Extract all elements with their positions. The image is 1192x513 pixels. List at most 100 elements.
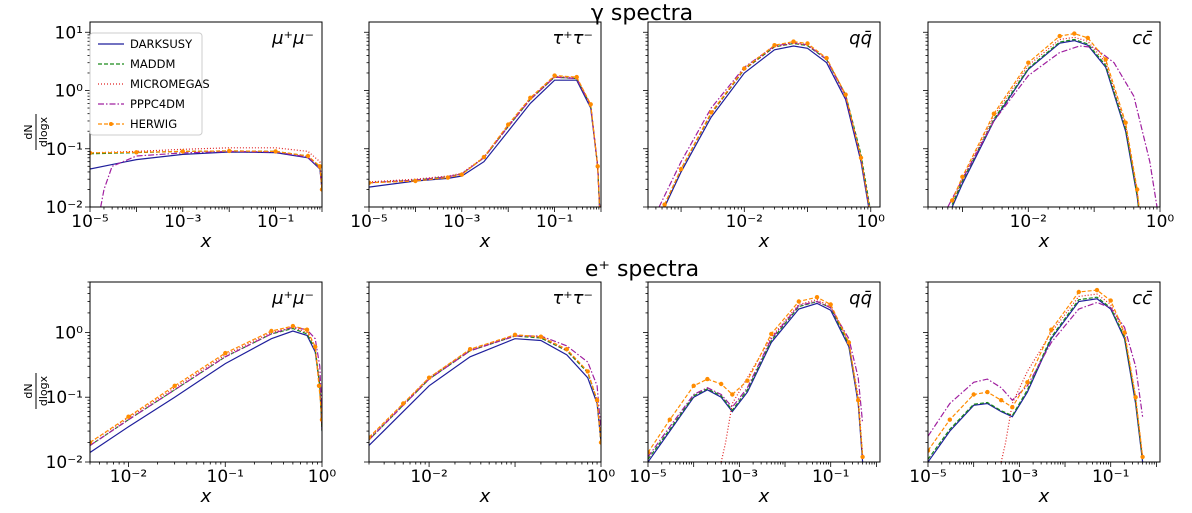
marker-herwig [705, 376, 710, 382]
x-tick-label: 10⁻⁵ [909, 467, 946, 487]
marker-herwig [960, 174, 965, 179]
marker-herwig [223, 350, 228, 356]
series-herwig [928, 289, 1144, 457]
panel-r2c4-series [928, 287, 1145, 462]
series-micromegas [720, 299, 864, 462]
marker-herwig [445, 175, 450, 180]
marker-herwig [662, 202, 667, 207]
series-pppc4dm [100, 150, 322, 207]
marker-herwig [172, 383, 177, 388]
marker-herwig [971, 392, 976, 397]
marker-herwig [1072, 31, 1077, 36]
marker-herwig [1076, 289, 1082, 295]
marker-herwig [667, 417, 672, 422]
row1-ylabel-numerator: dN [22, 124, 35, 139]
marker-herwig [538, 334, 544, 339]
panel-r2c2-frame [368, 281, 602, 463]
marker-herwig [269, 328, 274, 334]
panel-r1c4-channel-label: cc̄ [1132, 28, 1152, 49]
marker-herwig [180, 149, 185, 154]
marker-herwig [843, 92, 848, 97]
panel-r2c3-frame [647, 281, 881, 463]
x-tick-label: 10⁻¹ [207, 467, 244, 487]
x-tick-label: 10⁻² [1010, 212, 1047, 232]
series-darksusy [90, 151, 322, 190]
marker-herwig [369, 435, 372, 440]
series-pppc4dm [369, 335, 601, 441]
positron-spectra-title: e⁺ spectra [585, 257, 699, 282]
series-darksusy [90, 330, 322, 453]
marker-herwig [512, 332, 518, 337]
marker-herwig [467, 347, 473, 352]
x-tick-label: 10⁻³ [1001, 467, 1038, 487]
series-micromegas [951, 36, 1140, 207]
marker-herwig [999, 398, 1004, 403]
panel-r1c3: 10⁻² 10⁰ x qq̄ [643, 21, 886, 252]
legend-marker-herwig [109, 122, 113, 126]
panel-r1c4-frame [927, 21, 1161, 208]
panel-r2c1-xlabel: x [200, 486, 212, 507]
marker-herwig [824, 55, 829, 61]
series-maddm [648, 300, 864, 460]
marker-herwig [928, 448, 931, 453]
marker-herwig [594, 398, 600, 403]
series-micromegas [90, 326, 322, 444]
legend-entry-darksusy: DARKSUSY [98, 37, 193, 51]
legend-label-herwig: HERWIG [130, 117, 177, 131]
series-herwig [90, 325, 322, 443]
marker-herwig [772, 43, 777, 48]
marker-herwig [730, 392, 735, 397]
row1-ylabel-denominator: dlogx [37, 116, 50, 147]
legend-label-pppc4dm: PPPC4DM [130, 97, 185, 111]
marker-herwig [950, 198, 955, 203]
marker-herwig [1135, 187, 1140, 192]
x-tick-label: 10⁻¹ [812, 467, 849, 487]
x-tick-label: 10⁻² [726, 212, 763, 232]
x-tick-label: 10⁻⁵ [629, 467, 666, 487]
legend-entry-maddm: MADDM [98, 57, 175, 71]
marker-herwig [846, 340, 852, 345]
panel-r1c3-channel-label: qq̄ [849, 28, 872, 49]
y-tick-label: 10⁰ [55, 323, 84, 343]
panel-r1c2-series [369, 73, 601, 207]
marker-herwig [805, 41, 810, 46]
panel-r2c3-channel-label: qq̄ [849, 288, 872, 309]
marker-herwig [709, 110, 714, 115]
marker-herwig [290, 323, 296, 329]
marker-herwig [552, 73, 557, 78]
marker-herwig [319, 417, 322, 422]
y-tick-label: 10⁻² [46, 453, 83, 473]
panel-r2c1-frame [89, 281, 323, 463]
marker-herwig [1049, 327, 1054, 332]
y-tick-label: 10¹ [55, 23, 83, 43]
marker-herwig [401, 401, 406, 406]
series-maddm [90, 150, 322, 190]
panel-r2c4-channel-label: cc̄ [1132, 288, 1152, 309]
panel-r1c1: 10⁻⁵ 10⁻³ 10⁻¹ 10⁻² 10⁻¹ 10⁰ 10¹ x μ⁺μ⁻ [46, 21, 323, 252]
marker-herwig [459, 172, 464, 177]
x-tick-label: 10⁻³ [721, 467, 758, 487]
panel-r2c3-series [648, 295, 865, 462]
x-tick-label: 10⁰ [857, 212, 886, 232]
panel-r1c3-series [658, 39, 871, 207]
marker-herwig [1057, 33, 1062, 39]
marker-herwig [227, 148, 232, 154]
x-tick-label: 10⁻¹ [257, 212, 294, 232]
legend-label-maddm: MADDM [130, 57, 175, 71]
marker-herwig [1025, 380, 1030, 385]
marker-herwig [791, 39, 796, 44]
marker-herwig [319, 187, 322, 192]
row2-ylabel-numerator: dN [22, 383, 35, 398]
series-darksusy [664, 45, 870, 207]
marker-herwig [1108, 298, 1113, 303]
panel-r1c4-series [947, 31, 1158, 207]
marker-herwig [1103, 57, 1108, 62]
x-tick-label: 10⁻² [410, 467, 447, 487]
panel-r2c2-xlabel: x [479, 486, 491, 507]
marker-herwig [1094, 287, 1100, 293]
panel-r2c4: 10⁻⁵ 10⁻³ 10⁻¹ x cc̄ [909, 281, 1161, 507]
marker-herwig [745, 378, 750, 383]
series-darksusy [648, 302, 864, 462]
series-pppc4dm [928, 301, 1144, 437]
